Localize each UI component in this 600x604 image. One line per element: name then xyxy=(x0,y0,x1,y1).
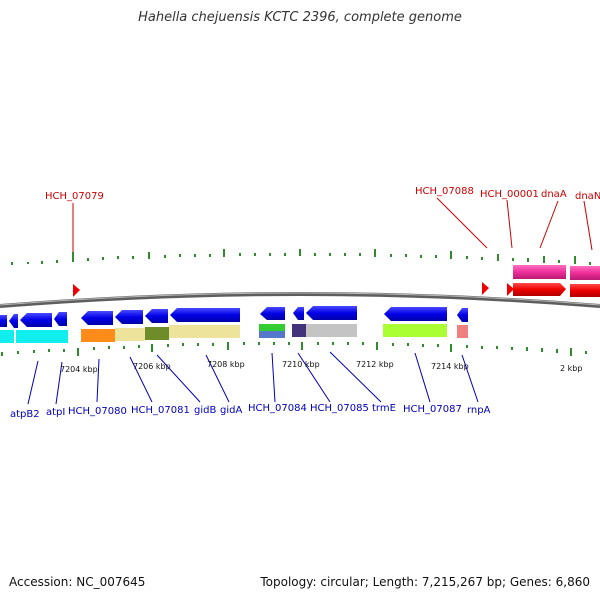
feature-block[interactable] xyxy=(457,325,468,338)
genome-backbone xyxy=(0,292,600,308)
connector-line xyxy=(205,354,230,403)
gene-label-hch07085[interactable]: HCH_07085 xyxy=(310,403,369,414)
gene-label-hch07081[interactable]: HCH_07081 xyxy=(131,405,190,416)
gene-atpb2-arrow[interactable] xyxy=(0,315,7,327)
feature-block[interactable] xyxy=(16,330,68,343)
gene-hch00001-arrow[interactable] xyxy=(513,283,566,296)
scale-labels: 7204 kbp 7206 kbp 7208 kbp 7210 kbp 7212… xyxy=(60,360,582,374)
connector-line xyxy=(539,200,559,249)
scale-label: 7208 kbp xyxy=(207,360,245,369)
connector-line xyxy=(506,199,513,249)
connector-line xyxy=(271,352,276,403)
connector-line xyxy=(461,354,479,403)
gene-label-gida[interactable]: gidA xyxy=(220,405,242,416)
gene-label-dnaa[interactable]: dnaA xyxy=(541,189,567,200)
bottom-gene-labels: atpB2 atpI HCH_07080 HCH_07081 gidB gidA… xyxy=(10,403,491,420)
gene-label-gidb[interactable]: gidB xyxy=(194,405,216,416)
scale-label: 7204 kbp xyxy=(60,365,98,374)
connector-line xyxy=(129,356,153,403)
upper-tick-arc xyxy=(11,249,591,265)
genome-summary-text: Topology: circular; Length: 7,215,267 bp… xyxy=(260,575,590,589)
gene-label-hch07088[interactable]: HCH_07088 xyxy=(415,186,474,197)
gene-dnaa-feature[interactable] xyxy=(570,266,600,280)
gene-label-hch07084[interactable]: HCH_07084 xyxy=(248,403,307,414)
lower-tick-arc xyxy=(1,342,587,356)
gene-atpb2b-arrow[interactable] xyxy=(9,314,18,328)
feature-block[interactable] xyxy=(383,324,447,337)
feature-block[interactable] xyxy=(0,330,14,343)
gene-hch07087-arrow[interactable] xyxy=(384,307,447,321)
feature-track xyxy=(0,324,468,343)
gene-dnaa-arrow[interactable] xyxy=(570,284,600,297)
gene-label-dnan[interactable]: dnaN xyxy=(575,191,600,202)
scale-label: 7210 kbp xyxy=(282,360,320,369)
gene-hch07080-arrow[interactable] xyxy=(81,311,113,325)
upper-gene-track xyxy=(513,265,600,297)
connector-line xyxy=(96,358,100,403)
gene-hch00001-feature[interactable] xyxy=(513,265,566,279)
connector-line xyxy=(329,351,382,403)
lower-gene-track xyxy=(0,306,468,328)
gene-gida-arrow[interactable] xyxy=(170,308,240,322)
gene-trme-arrow[interactable] xyxy=(306,306,357,320)
top-label-connectors xyxy=(72,197,593,252)
gene-gidb-arrow[interactable] xyxy=(145,309,168,323)
scale-label: 7214 kbp xyxy=(431,362,469,371)
top-gene-labels: HCH_07079 HCH_07088 HCH_00001 dnaA dnaN xyxy=(45,186,600,202)
feature-block[interactable] xyxy=(259,331,285,338)
feature-block[interactable] xyxy=(145,327,169,340)
feature-block[interactable] xyxy=(306,324,357,337)
scale-label: 2 kbp xyxy=(560,364,582,373)
feature-block[interactable] xyxy=(292,324,306,337)
gene-hch07081-arrow[interactable] xyxy=(115,310,143,324)
gene-label-hch07079[interactable]: HCH_07079 xyxy=(45,191,104,202)
gene-label-hch07087[interactable]: HCH_07087 xyxy=(403,404,462,415)
connector-line xyxy=(27,360,39,405)
gene-label-trme[interactable]: trmE xyxy=(372,403,396,414)
scale-label: 7206 kbp xyxy=(133,362,171,371)
feature-block[interactable] xyxy=(169,325,240,338)
gene-atpi-arrow[interactable] xyxy=(20,313,52,327)
position-marker xyxy=(73,284,80,297)
position-marker xyxy=(482,282,489,295)
bottom-label-connectors xyxy=(27,351,479,405)
gene-label-atpb2[interactable]: atpB2 xyxy=(10,409,40,420)
feature-block[interactable] xyxy=(259,324,285,331)
gene-rnpa-arrow[interactable] xyxy=(457,308,468,322)
feature-block[interactable] xyxy=(81,329,115,342)
connector-line xyxy=(156,354,201,403)
gene-label-rnpa[interactable]: rnpA xyxy=(467,405,491,416)
gene-label-hch00001[interactable]: HCH_00001 xyxy=(480,189,539,200)
connector-line xyxy=(297,352,331,403)
gene-label-atpi[interactable]: atpI xyxy=(46,407,65,418)
genome-backbone-highlight xyxy=(0,292,600,306)
gene-atpi2-arrow[interactable] xyxy=(54,312,67,326)
scale-label: 7212 kbp xyxy=(356,360,394,369)
feature-block[interactable] xyxy=(115,328,145,341)
accession-text: Accession: NC_007645 xyxy=(9,575,146,589)
connector-line xyxy=(414,352,431,403)
connector-line xyxy=(583,200,593,251)
map-title: Hahella chejuensis KCTC 2396, complete g… xyxy=(138,10,462,25)
gene-label-hch07080[interactable]: HCH_07080 xyxy=(68,406,127,417)
gene-hch07084-arrow[interactable] xyxy=(260,307,285,320)
connector-line xyxy=(436,197,488,249)
gene-hch07085-arrow[interactable] xyxy=(293,307,304,320)
position-marker xyxy=(507,283,514,296)
connector-line xyxy=(55,361,63,405)
